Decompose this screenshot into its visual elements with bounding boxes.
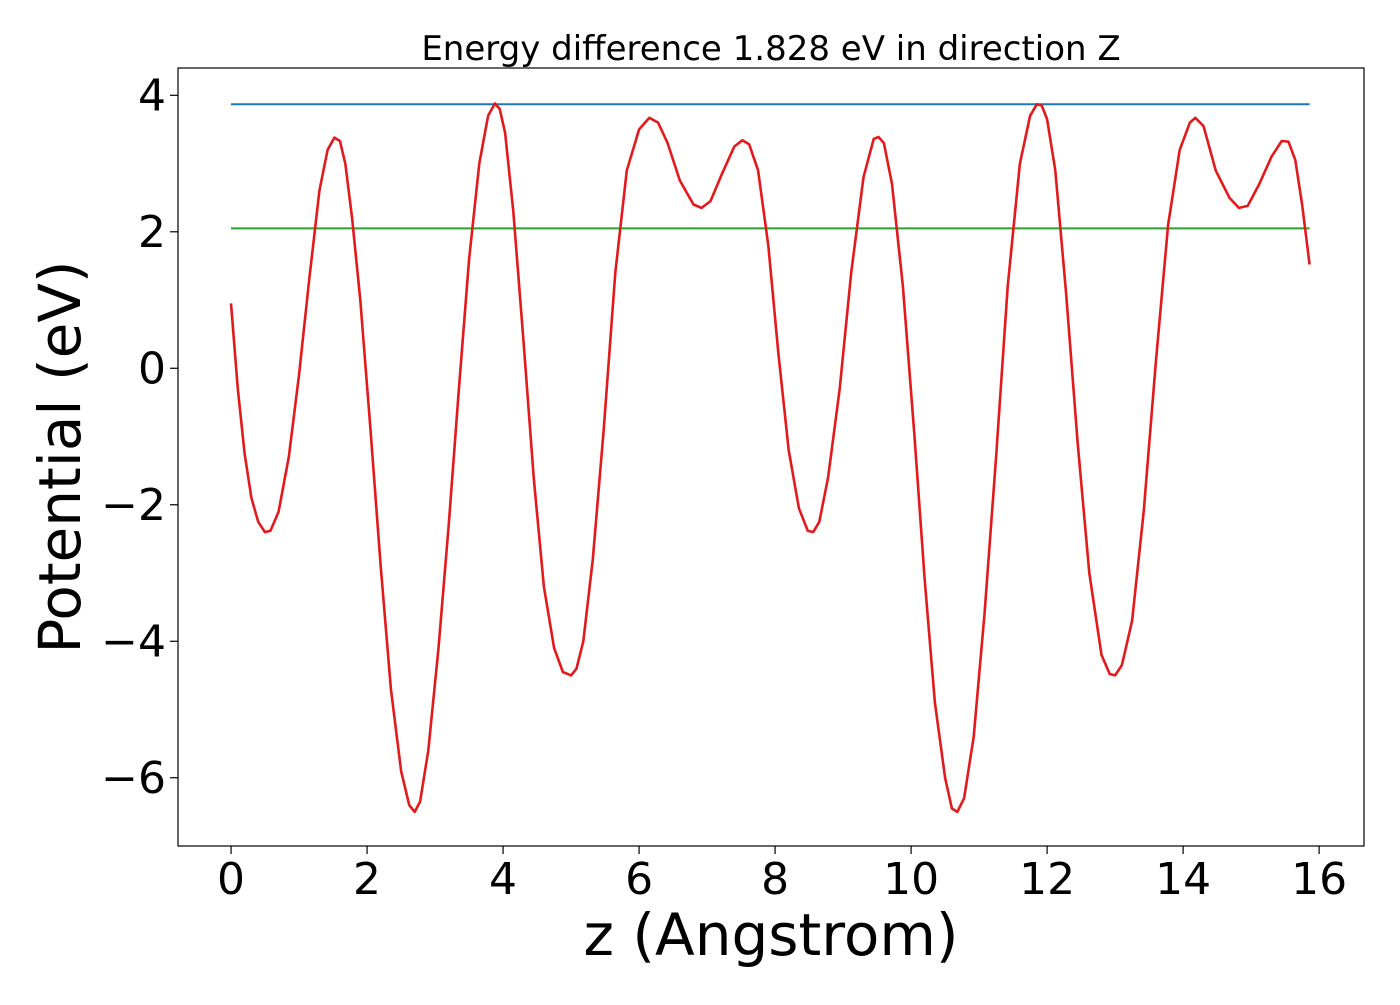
x-tick-label: 12 (1019, 854, 1075, 905)
x-axis-label: z (Angstrom) (584, 901, 959, 969)
x-tick-label: 10 (883, 854, 939, 905)
x-tick-label: 16 (1291, 854, 1347, 905)
x-tick-label: 0 (217, 854, 245, 905)
y-tick-label: 2 (138, 207, 166, 258)
plot-frame (177, 67, 1365, 847)
y-tick-label: −2 (101, 480, 166, 531)
x-tick-label: 8 (761, 854, 789, 905)
x-tick-label: 4 (489, 854, 517, 905)
y-tick-label: 4 (138, 70, 166, 121)
x-tick-label: 2 (353, 854, 381, 905)
x-axis: 0 2 4 6 8 10 12 14 16 (217, 846, 1347, 905)
y-tick-label: −4 (101, 616, 166, 667)
y-axis-label: Potential (eV) (26, 260, 94, 653)
y-tick-label: 0 (138, 343, 166, 394)
chart-title: Energy difference 1.828 eV in direction … (421, 29, 1120, 69)
y-tick-label: −6 (101, 753, 166, 804)
x-tick-label: 6 (625, 854, 653, 905)
x-tick-label: 14 (1155, 854, 1211, 905)
series-line-2 (229, 102, 1311, 814)
plot-area (229, 102, 1311, 814)
y-axis: −6 −4 −2 0 2 4 (101, 70, 178, 804)
